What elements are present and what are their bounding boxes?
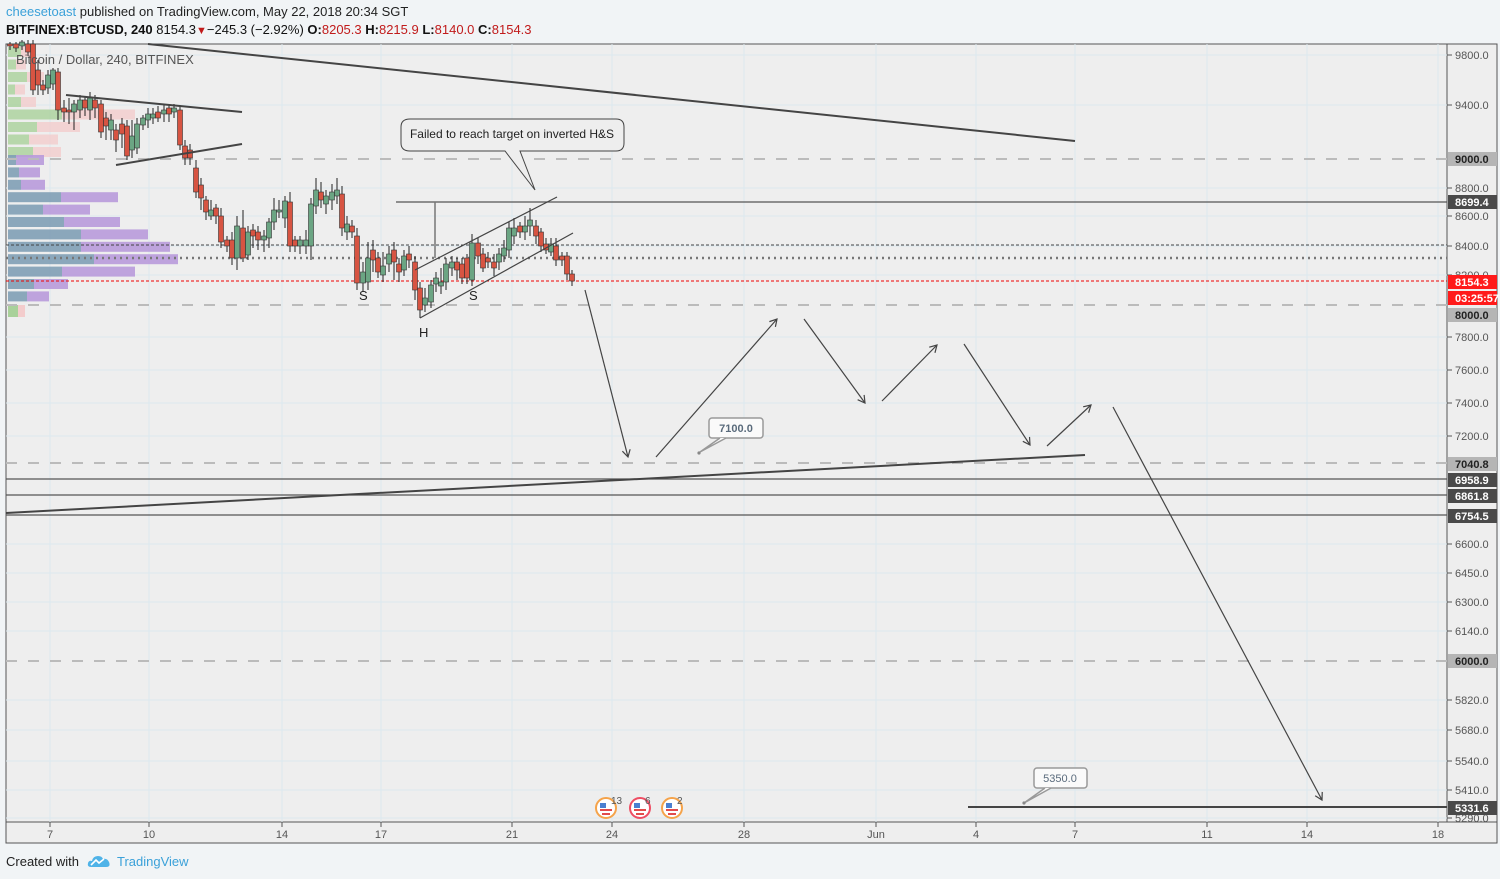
svg-text:11: 11 <box>1201 829 1212 841</box>
low-value: 8140.0 <box>434 22 475 37</box>
svg-text:03:25:57: 03:25:57 <box>1455 293 1499 305</box>
svg-text:17: 17 <box>375 829 387 841</box>
svg-text:14: 14 <box>1301 829 1313 841</box>
svg-text:6140.0: 6140.0 <box>1455 626 1489 638</box>
svg-text:8000.0: 8000.0 <box>1455 310 1489 322</box>
symbol-info: BITFINEX:BTCUSD, 240 8154.3▼−245.3 (−2.9… <box>6 22 532 37</box>
close-label: C: <box>478 22 492 37</box>
down-arrow-icon: ▼ <box>196 25 207 37</box>
svg-text:28: 28 <box>738 829 750 841</box>
svg-text:8154.3: 8154.3 <box>1455 277 1489 289</box>
svg-text:4: 4 <box>973 829 979 841</box>
svg-text:9800.0: 9800.0 <box>1455 50 1489 62</box>
svg-text:5350.0: 5350.0 <box>1043 773 1077 785</box>
svg-text:6754.5: 6754.5 <box>1455 511 1489 523</box>
svg-text:6300.0: 6300.0 <box>1455 597 1489 609</box>
svg-text:9000.0: 9000.0 <box>1455 154 1489 166</box>
low-label: L: <box>422 22 435 37</box>
close-value: 8154.3 <box>491 22 532 37</box>
trend-lines <box>5 43 1086 514</box>
svg-text:6600.0: 6600.0 <box>1455 539 1489 551</box>
grid-lines <box>6 44 1447 822</box>
svg-text:6861.8: 6861.8 <box>1455 491 1489 503</box>
svg-text:13: 13 <box>611 796 623 807</box>
chart-title: Bitcoin / Dollar, 240, BITFINEX <box>16 52 194 67</box>
candlesticks <box>7 40 575 318</box>
svg-text:8699.4: 8699.4 <box>1455 197 1490 209</box>
open-value: 8205.3 <box>321 22 362 37</box>
high-label: H: <box>365 22 379 37</box>
svg-text:2: 2 <box>677 796 683 807</box>
svg-text:24: 24 <box>606 829 618 841</box>
pattern-labels: S H S <box>359 288 478 340</box>
callout-failed-target[interactable]: Failed to reach target on inverted H&S <box>400 118 625 191</box>
price-axis-labels: 9800.09400.08800.08600.08400.08200.07800… <box>1447 50 1489 825</box>
svg-text:10: 10 <box>143 829 155 841</box>
tradingview-link[interactable]: TradingView <box>87 853 189 869</box>
brand-label: TradingView <box>116 853 189 869</box>
open-label: O: <box>307 22 322 37</box>
svg-text:18: 18 <box>1432 829 1444 841</box>
svg-text:6000.0: 6000.0 <box>1455 656 1489 668</box>
volume-profile <box>8 47 178 317</box>
right-shoulder-label: S <box>469 288 478 303</box>
level-lines <box>6 158 1447 808</box>
svg-text:8800.0: 8800.0 <box>1455 183 1489 195</box>
svg-text:8400.0: 8400.0 <box>1455 241 1489 253</box>
price-note-5350[interactable]: 5350.0 <box>1022 767 1088 805</box>
svg-text:5820.0: 5820.0 <box>1455 695 1489 707</box>
high-value: 8215.9 <box>378 22 419 37</box>
callout-text: Failed to reach target on inverted H&S <box>410 127 614 141</box>
projection-arrows <box>584 289 1323 802</box>
svg-text:5290.0: 5290.0 <box>1455 813 1489 825</box>
svg-text:5331.6: 5331.6 <box>1455 803 1489 815</box>
price-chart[interactable]: S H S Failed to reach target on inverted… <box>0 0 1500 850</box>
publish-info: cheesetoast published on TradingView.com… <box>6 4 408 19</box>
economic-event-badges[interactable]: 13 6 2 <box>595 796 683 819</box>
published-text: published on TradingView.com, May 22, 20… <box>79 4 409 19</box>
svg-text:Jun: Jun <box>867 829 885 841</box>
svg-text:7: 7 <box>1072 829 1078 841</box>
author-link[interactable]: cheesetoast <box>6 4 77 19</box>
svg-text:14: 14 <box>276 829 288 841</box>
price-change: −245.3 (−2.92%) <box>206 22 304 37</box>
svg-text:7400.0: 7400.0 <box>1455 398 1489 410</box>
svg-text:7600.0: 7600.0 <box>1455 365 1489 377</box>
svg-text:7: 7 <box>47 829 53 841</box>
svg-text:5540.0: 5540.0 <box>1455 756 1489 768</box>
svg-text:8600.0: 8600.0 <box>1455 211 1489 223</box>
footer: Created with TradingView <box>6 853 189 869</box>
svg-text:7200.0: 7200.0 <box>1455 431 1489 443</box>
created-with-label: Created with <box>6 853 79 869</box>
svg-text:5680.0: 5680.0 <box>1455 725 1489 737</box>
last-price: 8154.3 <box>156 22 197 37</box>
tradingview-cloud-icon <box>87 856 110 867</box>
head-label: H <box>419 325 428 340</box>
time-axis[interactable] <box>5 821 1498 844</box>
svg-text:7040.8: 7040.8 <box>1455 459 1489 471</box>
svg-text:6450.0: 6450.0 <box>1455 568 1489 580</box>
svg-text:6958.9: 6958.9 <box>1455 475 1489 487</box>
svg-text:21: 21 <box>506 829 518 841</box>
symbol-label: BITFINEX:BTCUSD, 240 <box>6 22 153 37</box>
svg-text:7100.0: 7100.0 <box>719 423 753 435</box>
time-axis-labels: 7 10 14 17 21 24 28 Jun 4 7 11 14 18 <box>47 822 1444 841</box>
price-axis-markers: 9000.0 8699.4 8154.3 03:25:57 8000.0 7040.8 69… <box>1448 152 1499 815</box>
svg-text:5410.0: 5410.0 <box>1455 785 1489 797</box>
left-shoulder-label: S <box>359 288 368 303</box>
svg-text:7800.0: 7800.0 <box>1455 332 1489 344</box>
price-note-7100[interactable]: 7100.0 <box>697 417 764 455</box>
svg-text:9400.0: 9400.0 <box>1455 100 1489 112</box>
svg-text:6: 6 <box>645 796 651 807</box>
